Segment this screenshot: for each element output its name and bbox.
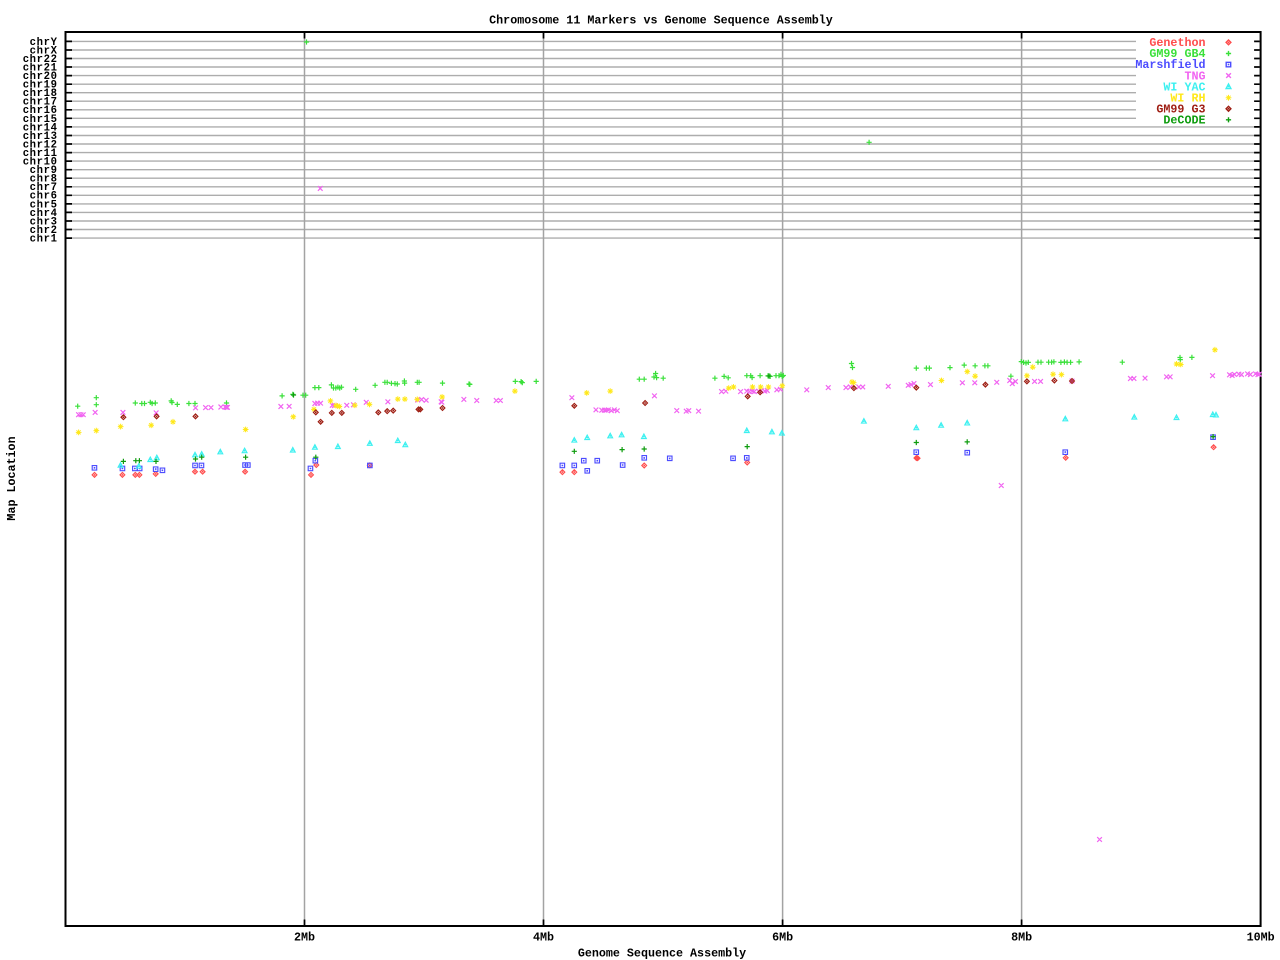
svg-text:chr21: chr21 <box>23 63 58 75</box>
svg-text:chr9: chr9 <box>30 165 58 177</box>
svg-text:chr16: chr16 <box>23 105 58 117</box>
svg-text:Chromosome 11 Markers vs Genom: Chromosome 11 Markers vs Genome Sequence… <box>489 14 833 28</box>
svg-text:4Mb: 4Mb <box>533 931 554 945</box>
svg-text:GM99 GB4: GM99 GB4 <box>1149 47 1205 61</box>
svg-text:Genethon: Genethon <box>1149 36 1205 50</box>
svg-text:chrY: chrY <box>30 37 58 49</box>
svg-text:chr15: chr15 <box>23 114 58 126</box>
svg-text:Genome Sequence Assembly: Genome Sequence Assembly <box>578 947 746 960</box>
svg-text:chr1: chr1 <box>30 234 58 246</box>
svg-text:WI RH: WI RH <box>1170 91 1205 105</box>
svg-text:chr3: chr3 <box>30 216 58 228</box>
svg-text:chr8: chr8 <box>30 174 58 186</box>
svg-text:chr6: chr6 <box>30 191 58 203</box>
svg-text:chr13: chr13 <box>23 131 58 143</box>
svg-text:Map Location: Map Location <box>5 436 19 520</box>
svg-text:10Mb: 10Mb <box>1247 931 1275 945</box>
svg-text:chr11: chr11 <box>23 148 58 160</box>
svg-text:2Mb: 2Mb <box>294 931 315 945</box>
svg-text:chr18: chr18 <box>23 88 58 100</box>
svg-text:chr19: chr19 <box>23 80 58 92</box>
svg-text:chr4: chr4 <box>30 208 58 220</box>
svg-text:chr12: chr12 <box>23 139 58 151</box>
svg-text:GM99 G3: GM99 G3 <box>1156 103 1205 117</box>
svg-text:TNG: TNG <box>1184 69 1205 83</box>
svg-text:chrX: chrX <box>30 45 58 57</box>
svg-text:Marshfield: Marshfield <box>1135 58 1205 72</box>
svg-text:chr5: chr5 <box>30 199 58 211</box>
svg-text:chr17: chr17 <box>23 97 58 109</box>
svg-text:chr22: chr22 <box>23 54 58 66</box>
svg-text:chr14: chr14 <box>23 122 58 134</box>
svg-text:chr7: chr7 <box>30 182 58 194</box>
svg-text:8Mb: 8Mb <box>1011 931 1032 945</box>
svg-text:6Mb: 6Mb <box>772 931 793 945</box>
svg-text:chr10: chr10 <box>23 157 58 169</box>
svg-text:chr2: chr2 <box>30 225 58 237</box>
svg-text:chr20: chr20 <box>23 71 58 83</box>
svg-text:DeCODE: DeCODE <box>1163 114 1205 128</box>
svg-text:WI YAC: WI YAC <box>1163 80 1205 94</box>
